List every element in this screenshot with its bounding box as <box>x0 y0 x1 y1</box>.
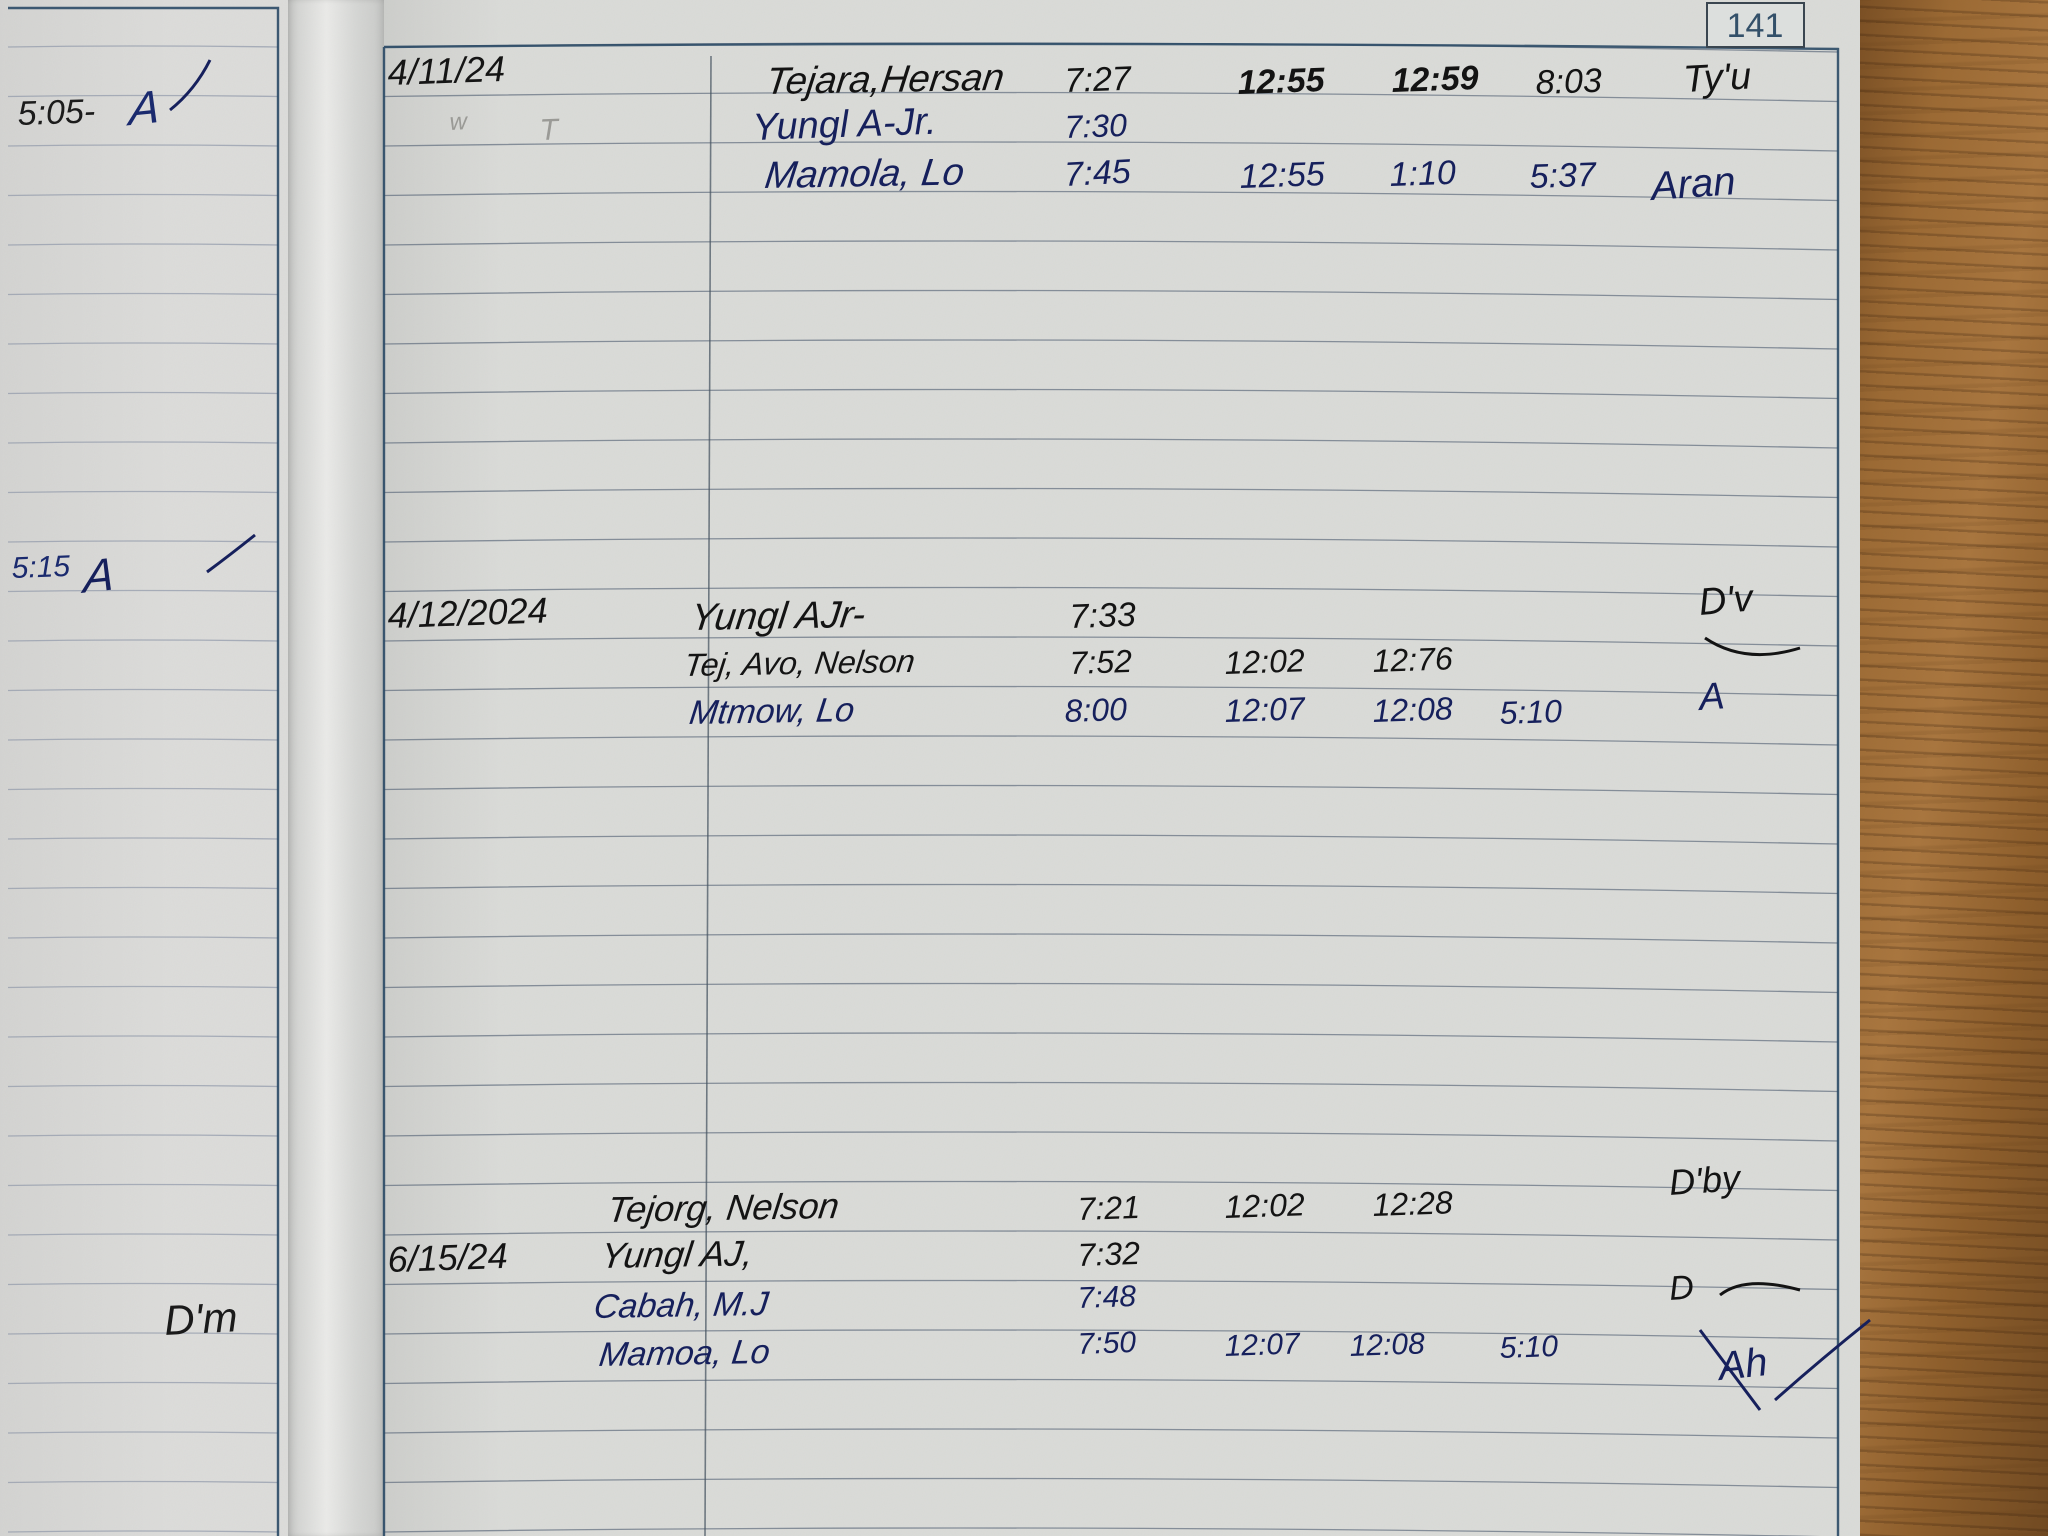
svg-text:Aran: Aran <box>1648 159 1737 209</box>
svg-text:7:27: 7:27 <box>1064 60 1133 100</box>
svg-text:Tejorg, Nelson: Tejorg, Nelson <box>605 1185 841 1230</box>
svg-text:D'v: D'v <box>1697 577 1756 624</box>
svg-text:7:45: 7:45 <box>1063 153 1131 194</box>
svg-text:1:10: 1:10 <box>1389 154 1457 194</box>
svg-text:12:02: 12:02 <box>1224 1186 1305 1225</box>
svg-text:A: A <box>79 547 116 603</box>
svg-text:A: A <box>125 80 162 136</box>
svg-text:A: A <box>1696 675 1726 719</box>
svg-text:7:50: 7:50 <box>1077 1326 1137 1361</box>
svg-text:7:30: 7:30 <box>1064 107 1128 145</box>
svg-text:D: D <box>1668 1268 1695 1308</box>
svg-text:D'm: D'm <box>163 1293 239 1344</box>
svg-text:12:28: 12:28 <box>1372 1184 1453 1223</box>
svg-text:Mtmow, Lo: Mtmow, Lo <box>687 691 856 732</box>
svg-text:4/11/24: 4/11/24 <box>387 48 506 93</box>
svg-text:12:55: 12:55 <box>1239 155 1325 196</box>
svg-text:7:52: 7:52 <box>1069 643 1133 681</box>
svg-text:8:00: 8:00 <box>1064 691 1128 729</box>
svg-text:Ah: Ah <box>1714 1340 1769 1389</box>
svg-text:4/12/2024: 4/12/2024 <box>387 589 548 636</box>
svg-text:Ty'u: Ty'u <box>1682 55 1752 100</box>
svg-text:Mamola, Lo: Mamola, Lo <box>762 151 966 197</box>
svg-text:Yungl AJ,: Yungl AJ, <box>599 1233 756 1276</box>
svg-text:w: w <box>449 108 469 136</box>
svg-text:7:21: 7:21 <box>1077 1189 1140 1227</box>
svg-text:7:33: 7:33 <box>1069 596 1137 636</box>
svg-text:Yungl AJr-: Yungl AJr- <box>688 593 867 639</box>
svg-text:5:05-: 5:05- <box>17 92 96 133</box>
svg-text:12:07: 12:07 <box>1224 690 1306 729</box>
svg-text:12:59: 12:59 <box>1391 59 1479 100</box>
svg-text:12:08: 12:08 <box>1349 1327 1425 1363</box>
svg-text:Yungl A-Jr.: Yungl A-Jr. <box>752 101 937 149</box>
svg-text:12:76: 12:76 <box>1372 640 1453 679</box>
svg-text:141: 141 <box>1727 7 1784 45</box>
svg-text:6/15/24: 6/15/24 <box>387 1235 508 1280</box>
svg-text:7:48: 7:48 <box>1077 1280 1137 1315</box>
svg-text:8:03: 8:03 <box>1535 62 1603 102</box>
svg-text:12:02: 12:02 <box>1224 642 1305 681</box>
svg-text:12:08: 12:08 <box>1372 690 1453 729</box>
svg-text:Cabah, M.J: Cabah, M.J <box>592 1285 772 1326</box>
svg-text:7:32: 7:32 <box>1077 1235 1141 1273</box>
svg-text:12:07: 12:07 <box>1224 1327 1301 1363</box>
svg-text:Tejara,Hersan: Tejara,Hersan <box>764 56 1007 103</box>
svg-text:T: T <box>539 113 561 147</box>
svg-text:12:55: 12:55 <box>1237 61 1326 102</box>
svg-text:5:15: 5:15 <box>11 550 71 585</box>
svg-text:5:10: 5:10 <box>1499 1330 1559 1365</box>
svg-text:Mamoa, Lo: Mamoa, Lo <box>597 1333 772 1374</box>
svg-text:5:37: 5:37 <box>1529 156 1598 196</box>
svg-text:5:10: 5:10 <box>1499 693 1563 731</box>
svg-text:D'by: D'by <box>1668 1157 1744 1203</box>
svg-text:Tej, Avo, Nelson: Tej, Avo, Nelson <box>682 643 917 683</box>
